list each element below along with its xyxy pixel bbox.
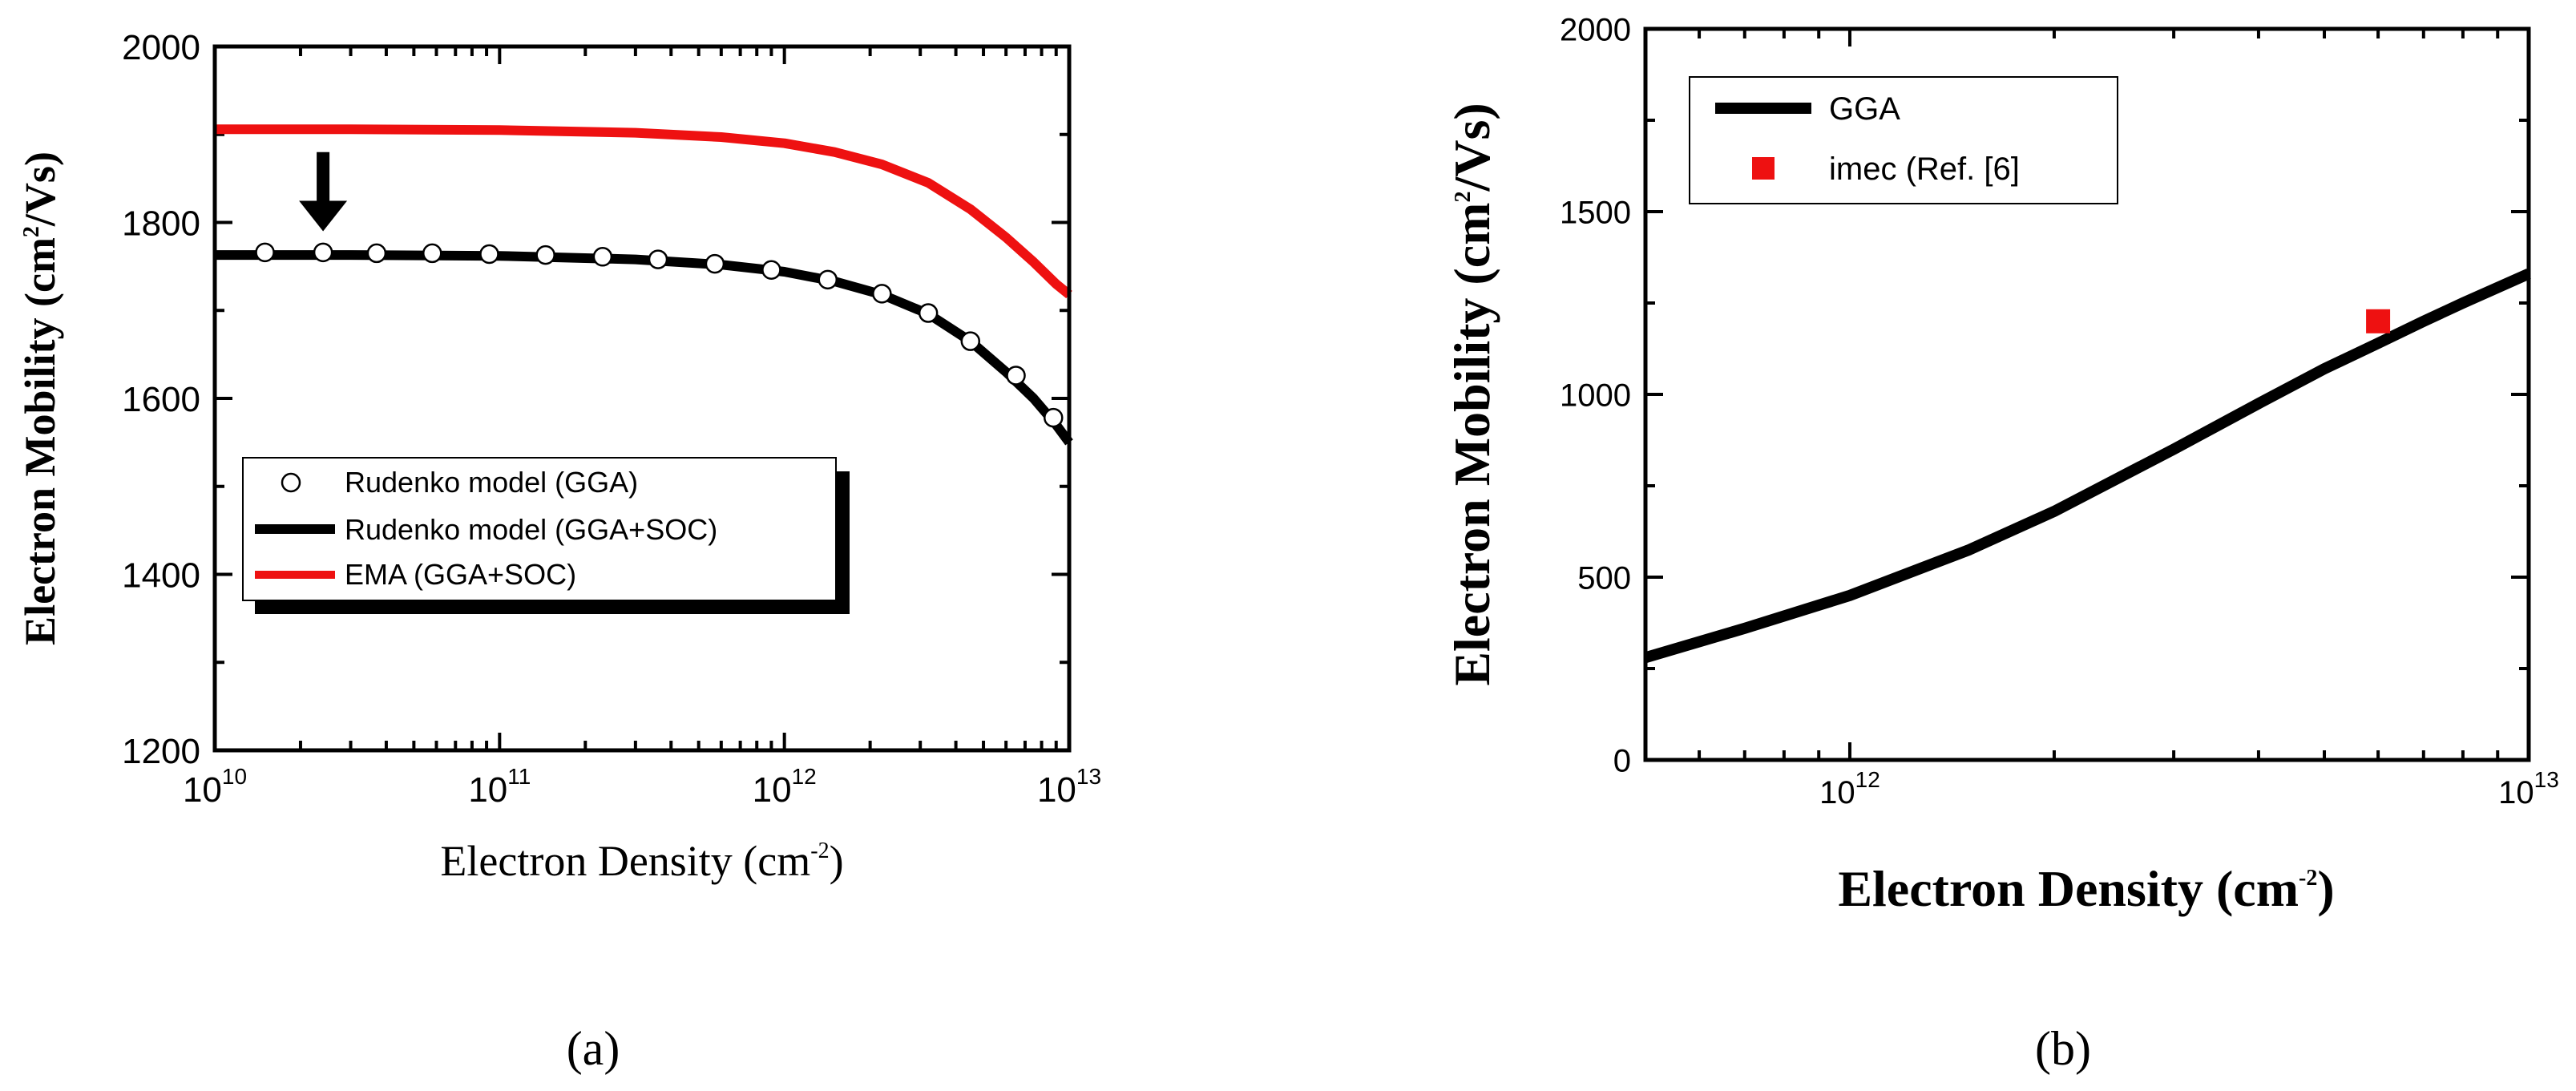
legend-label-imec: imec (Ref. [6] <box>1829 152 2020 187</box>
series-line-gga <box>1644 269 2531 664</box>
data-point-circle <box>818 269 838 290</box>
panel-a-x-tick-label: 1013 <box>1037 764 1101 810</box>
panel-b: 1012 1013 0 500 1000 1500 2000 Electron Mobili… <box>1443 12 2559 1075</box>
data-point-circle <box>366 243 387 264</box>
panel-b-x-axis-label: Electron Density (cm-2) <box>1838 860 2334 917</box>
legend-label-gga: GGA <box>1829 91 1900 127</box>
panel-b-x-tick-label: 1012 <box>1819 767 1880 810</box>
panel-a-y-tick-label: 1800 <box>122 204 200 243</box>
panel-a-y-tick-label: 1200 <box>122 732 200 771</box>
data-point-circle <box>960 331 981 351</box>
panel-b-y-tick-label: 500 <box>1577 560 1631 596</box>
panel-b-y-tick-label: 0 <box>1613 743 1631 778</box>
data-point-circle <box>1044 407 1064 428</box>
panel-a-x-tick-label: 1010 <box>183 764 247 810</box>
data-point-circle <box>422 243 442 264</box>
data-point-square <box>2366 309 2391 333</box>
data-point-circle <box>592 247 613 267</box>
arrow-down-icon <box>299 200 348 232</box>
data-point-circle <box>705 253 725 274</box>
panel-a-x-tick-label: 1012 <box>753 764 817 810</box>
panel-b-legend-box <box>1689 76 2118 204</box>
data-point-circle <box>1006 366 1026 386</box>
panel-a-ticks: 1010 1011 1012 1013 1200 1400 1600 1800 2000 <box>122 28 1101 810</box>
panel-b-plot-area <box>1644 269 2531 664</box>
panel-a-x-tick-label: 1011 <box>468 764 531 810</box>
legend-marker-open-circle <box>281 472 301 493</box>
panel-a-legend-box <box>242 457 837 601</box>
data-point-circle <box>535 244 555 265</box>
data-point-circle <box>313 242 333 263</box>
panel-a-y-tick-label: 1600 <box>122 380 200 419</box>
legend-marker-red-square <box>1752 157 1775 180</box>
data-point-circle <box>648 249 668 269</box>
panel-a-y-tick-label: 1400 <box>122 556 200 595</box>
panel-b-x-tick-label: 1013 <box>2498 767 2559 810</box>
panel-a-frame <box>212 44 1072 753</box>
legend-label-rudenko-soc: Rudenko model (GGA+SOC) <box>345 513 717 546</box>
data-point-circle <box>479 244 499 265</box>
data-point-circle <box>761 260 781 281</box>
panel-b-y-axis-label: Electron Mobility (cm2/Vs) <box>1443 103 1500 685</box>
panel-b-legend: GGA imec (Ref. [6] <box>1689 76 2118 204</box>
data-point-circle <box>255 242 275 263</box>
panel-b-y-tick-label: 1500 <box>1560 195 1631 230</box>
panel-b-frame <box>1643 26 2531 762</box>
legend-label-ema: EMA (GGA+SOC) <box>345 558 576 591</box>
panel-a: 1010 1011 1012 1013 1200 1400 1600 1800 2000 Ele… <box>16 28 1101 1075</box>
data-point-circle <box>918 303 939 323</box>
panel-b-label: (b) <box>2035 1022 2091 1075</box>
legend-label-rudenko-gga: Rudenko model (GGA) <box>345 466 638 499</box>
panel-a-y-axis-label: Electron Mobility (cm2/Vs) <box>16 152 64 645</box>
panel-b-y-tick-label: 2000 <box>1560 12 1631 47</box>
panel-b-y-tick-label: 1000 <box>1560 378 1631 413</box>
panel-a-legend: Rudenko model (GGA) Rudenko model (GGA+S… <box>242 457 850 614</box>
series-line-rudenko-model-gga-soc <box>215 250 1073 446</box>
panel-a-y-tick-label: 2000 <box>122 28 200 67</box>
series-line-ema-gga-soc <box>215 124 1072 299</box>
panel-a-plot-area <box>215 124 1073 446</box>
panel-a-label: (a) <box>567 1022 620 1075</box>
panel-a-x-axis-label: Electron Density (cm-2) <box>440 837 843 885</box>
data-point-circle <box>872 284 892 304</box>
